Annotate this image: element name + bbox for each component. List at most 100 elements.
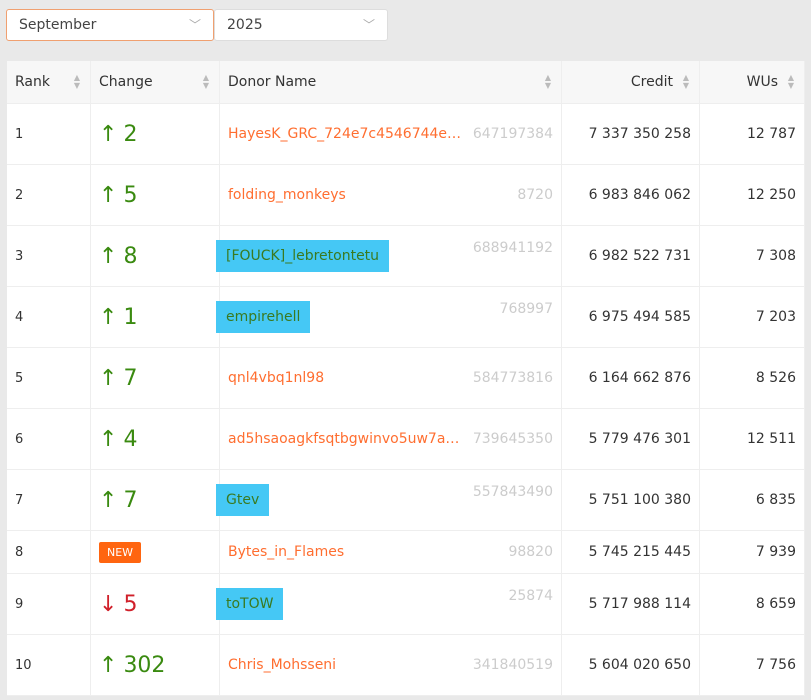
credit-cell: 6 975 494 585 [561, 286, 700, 348]
wus-cell: 7 939 [699, 530, 805, 574]
wus-cell: 7 308 [699, 225, 805, 287]
wus-cell: 8 526 [699, 347, 805, 409]
table-row: 5 ↑ 7 qnl4vbq1nl98 584773816 6 164 662 876… [7, 347, 805, 409]
header-label: Donor Name [228, 74, 317, 90]
year-value: 2025 [227, 17, 263, 33]
credit-cell: 6 983 846 062 [561, 164, 700, 226]
table-row: 4 ↑ 1 empirehell 768997 6 975 494 585 7 20… [7, 286, 805, 348]
arrow-up-icon: ↑ [99, 426, 118, 452]
wus-cell: 7 756 [699, 634, 805, 696]
wus-cell: 12 511 [699, 408, 805, 470]
donor-cell: Gtev 557843490 [216, 469, 562, 531]
donor-name-link[interactable]: [FOUCK]_lebretontetu [216, 240, 390, 272]
change-value: 5 [123, 591, 138, 617]
table-row: 7 ↑ 7 Gtev 557843490 5 751 100 380 6 835 [7, 469, 805, 531]
rank-cell: 7 [7, 469, 91, 531]
change-value: 2 [123, 121, 138, 147]
table-row: 9 ↓ 5 toTOW 25874 5 717 988 114 8 659 [7, 573, 805, 635]
arrow-down-icon: ↓ [99, 591, 118, 617]
header-label: Change [99, 74, 153, 90]
wus-cell: 6 835 [699, 469, 805, 531]
change-value: 4 [123, 426, 138, 452]
change-cell: ↑ 7 [90, 347, 220, 409]
change-cell: ↑ 1 [90, 286, 220, 348]
change-cell: ↑ 8 [90, 225, 220, 287]
rank-cell: 3 [7, 225, 91, 287]
chevron-down-icon: ﹀ [188, 18, 201, 32]
credit-cell: 5 604 020 650 [561, 634, 700, 696]
wus-cell: 12 787 [699, 103, 805, 165]
donor-id: 8720 [517, 187, 553, 203]
change-value: 302 [123, 652, 166, 678]
change-cell: NEW [90, 530, 220, 574]
donor-name-link[interactable]: Chris_Mohsseni [228, 657, 337, 673]
wus-cell: 12 250 [699, 164, 805, 226]
change-value: 7 [123, 365, 138, 391]
donor-name-link[interactable]: Gtev [216, 484, 270, 516]
new-badge: NEW [99, 541, 142, 563]
donor-name-link[interactable]: HayesK_GRC_724e7c4546744e3… [228, 126, 463, 142]
donor-id: 768997 [499, 301, 553, 317]
arrow-up-icon: ↑ [99, 487, 118, 513]
header-credit[interactable]: Credit ▲ ▼ [561, 61, 700, 104]
header-label: WUs [746, 74, 778, 90]
donor-id: 98820 [508, 544, 553, 560]
rank-cell: 10 [7, 634, 91, 696]
change-cell: ↑ 4 [90, 408, 220, 470]
donor-name-link[interactable]: folding_monkeys [228, 187, 346, 203]
table-row: 10 ↑ 302 Chris_Mohsseni 341840519 5 604 02… [7, 634, 805, 696]
arrow-up-icon: ↑ [99, 182, 118, 208]
change-cell: ↑ 2 [90, 103, 220, 165]
sort-icon: ▲ ▼ [202, 73, 209, 90]
month-value: September [19, 17, 97, 33]
donor-name-link[interactable]: Bytes_in_Flames [228, 544, 345, 560]
header-donor-name[interactable]: Donor Name ▲ ▼ [219, 61, 562, 104]
arrow-up-icon: ↑ [99, 121, 118, 147]
credit-cell: 6 982 522 731 [561, 225, 700, 287]
arrow-up-icon: ↑ [99, 243, 118, 269]
table-row: 2 ↑ 5 folding_monkeys 8720 6 983 846 062 1… [7, 164, 805, 226]
donor-name-link[interactable]: empirehell [216, 301, 311, 333]
table-row: 1 ↑ 2 HayesK_GRC_724e7c4546744e3… 64719738… [7, 103, 805, 165]
donor-cell: toTOW 25874 [216, 573, 562, 635]
header-rank[interactable]: Rank ▲ ▼ [7, 61, 91, 104]
change-value: 7 [123, 487, 138, 513]
credit-cell: 5 751 100 380 [561, 469, 700, 531]
arrow-up-icon: ↑ [99, 365, 118, 391]
donor-cell: qnl4vbq1nl98 584773816 [219, 347, 562, 409]
donor-cell: [FOUCK]_lebretontetu 688941192 [216, 225, 562, 287]
rank-cell: 6 [7, 408, 91, 470]
wus-cell: 7 203 [699, 286, 805, 348]
credit-cell: 6 164 662 876 [561, 347, 700, 409]
donor-id: 584773816 [472, 370, 553, 386]
donor-id: 688941192 [472, 240, 553, 256]
change-value: 1 [123, 304, 138, 330]
table-row: 8 NEW Bytes_in_Flames 98820 5 745 215 445… [7, 530, 805, 574]
donor-name-link[interactable]: toTOW [216, 588, 284, 620]
month-select[interactable]: September ﹀ [6, 9, 214, 41]
rank-cell: 2 [7, 164, 91, 226]
change-value: 8 [123, 243, 138, 269]
header-change[interactable]: Change ▲ ▼ [90, 61, 220, 104]
sort-icon: ▲ ▼ [682, 73, 689, 90]
year-select[interactable]: 2025 ﹀ [214, 9, 388, 41]
donor-cell: Chris_Mohsseni 341840519 [219, 634, 562, 696]
credit-cell: 5 779 476 301 [561, 408, 700, 470]
donor-name-link[interactable]: ad5hsaoagkfsqtbgwinvo5uw7as… [228, 431, 463, 447]
donor-cell: HayesK_GRC_724e7c4546744e3… 647197384 [219, 103, 562, 165]
table-row: 3 ↑ 8 [FOUCK]_lebretontetu 688941192 6 982… [7, 225, 805, 287]
change-cell: ↑ 5 [90, 164, 220, 226]
change-cell: ↑ 302 [90, 634, 220, 696]
header-label: Rank [15, 74, 50, 90]
sort-icon: ▲ ▼ [73, 73, 80, 90]
donor-id: 739645350 [472, 431, 553, 447]
donor-cell: folding_monkeys 8720 [219, 164, 562, 226]
header-wus[interactable]: WUs ▲ ▼ [699, 61, 805, 104]
donor-name-link[interactable]: qnl4vbq1nl98 [228, 370, 325, 386]
donor-id: 25874 [508, 588, 553, 604]
credit-cell: 5 717 988 114 [561, 573, 700, 635]
donor-cell: empirehell 768997 [216, 286, 562, 348]
donor-id: 647197384 [472, 126, 553, 142]
table-row: 6 ↑ 4 ad5hsaoagkfsqtbgwinvo5uw7as… 7396453… [7, 408, 805, 470]
rank-cell: 5 [7, 347, 91, 409]
